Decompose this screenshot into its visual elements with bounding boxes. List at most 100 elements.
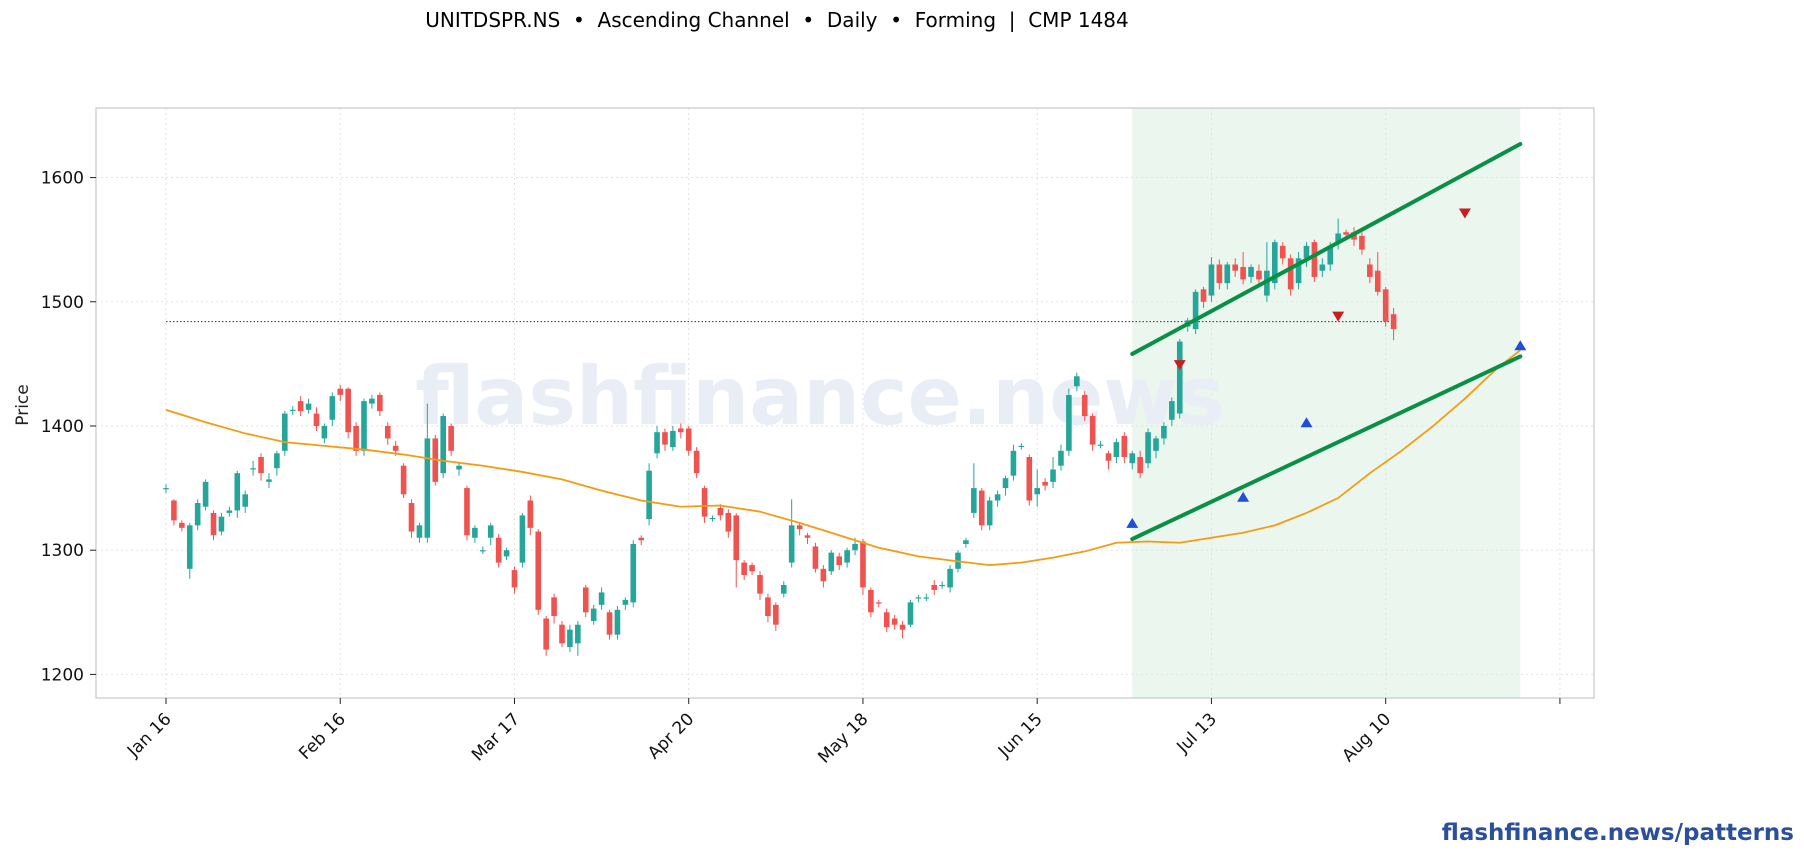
- candle: [1018, 443, 1025, 450]
- candle-body: [297, 401, 304, 412]
- swing-low-marker: [1237, 491, 1250, 502]
- candle: [258, 453, 264, 481]
- candle-body: [226, 510, 233, 513]
- candle: [1113, 438, 1120, 464]
- candle-body: [836, 556, 842, 566]
- candle: [487, 522, 494, 546]
- swing-high-marker: [1332, 311, 1345, 322]
- candle: [1097, 440, 1104, 449]
- candle: [575, 620, 581, 656]
- candle-body: [258, 457, 264, 474]
- candle: [662, 428, 668, 451]
- candle: [1002, 475, 1009, 496]
- candle-body: [353, 425, 359, 451]
- candle: [899, 620, 906, 639]
- candle-body: [202, 481, 209, 507]
- candle-body: [994, 494, 1001, 501]
- candle-body: [1248, 266, 1254, 277]
- candle: [543, 616, 549, 656]
- candle: [1081, 391, 1088, 422]
- candle-body: [820, 568, 827, 582]
- candle-body: [511, 570, 518, 588]
- candle: [709, 515, 716, 522]
- candle-body: [179, 522, 185, 528]
- candle: [606, 609, 613, 640]
- candle-body: [1010, 450, 1017, 476]
- candle: [630, 540, 637, 608]
- candle-body: [527, 500, 534, 528]
- candle-body: [891, 618, 898, 625]
- candle: [171, 499, 177, 526]
- candle-body: [1121, 435, 1128, 458]
- candle-body: [1034, 488, 1040, 495]
- candle-body: [218, 516, 225, 532]
- candle: [186, 522, 193, 579]
- candle: [828, 550, 835, 576]
- candle-body: [1042, 481, 1048, 486]
- candle-body: [860, 541, 866, 588]
- candle-body: [788, 525, 795, 563]
- x-tick-label: Jun 15: [994, 709, 1047, 762]
- candle: [464, 485, 470, 541]
- candle: [812, 542, 819, 573]
- candle-body: [947, 568, 953, 588]
- candle-body: [250, 468, 256, 470]
- candle: [210, 510, 217, 541]
- candle: [1153, 435, 1159, 459]
- candle: [163, 484, 169, 494]
- candle-body: [614, 609, 621, 635]
- channel-upper-line: [1130, 142, 1523, 356]
- candle: [923, 593, 930, 602]
- chart-title: UNITDSPR.NS • Ascending Channel • Daily …: [425, 8, 1129, 32]
- candle: [693, 447, 700, 479]
- candle-body: [812, 546, 819, 569]
- x-tick-label: Aug 10: [1338, 709, 1395, 766]
- candle-body: [464, 488, 470, 536]
- candle: [1272, 239, 1278, 290]
- moving-average: [165, 349, 1521, 566]
- candle: [329, 392, 336, 426]
- candle: [1200, 286, 1207, 308]
- candle: [773, 602, 779, 631]
- candle: [535, 529, 542, 615]
- candle: [1382, 286, 1389, 327]
- candle: [1295, 252, 1302, 290]
- candle: [1216, 259, 1223, 290]
- candle: [424, 403, 431, 543]
- candle-body: [590, 608, 597, 621]
- candle: [345, 387, 351, 439]
- candle-body: [1287, 258, 1294, 290]
- pattern-zone: [1132, 108, 1521, 698]
- candle: [1279, 242, 1286, 265]
- candle-body: [1359, 235, 1365, 250]
- candle: [1248, 264, 1254, 284]
- candle: [590, 604, 597, 625]
- candle-body: [503, 550, 510, 557]
- grid: [96, 108, 1594, 698]
- candle-body: [194, 502, 201, 526]
- candle-body: [305, 403, 312, 410]
- candle: [820, 565, 827, 588]
- candle-body: [345, 388, 351, 433]
- pattern-zone-rect: [1132, 108, 1521, 698]
- candle-body: [289, 409, 296, 412]
- candle: [971, 463, 977, 518]
- candle: [1319, 258, 1326, 277]
- candle: [701, 485, 708, 523]
- candle-body: [1192, 291, 1199, 330]
- candle: [1145, 428, 1151, 469]
- candle-body: [1319, 264, 1326, 271]
- plot-frame: [95, 107, 1595, 699]
- footer-link[interactable]: flashfinance.news/patterns: [1441, 820, 1794, 846]
- candle-body: [495, 537, 502, 563]
- candle: [1311, 239, 1318, 282]
- y-tick-label: 1600: [41, 169, 84, 189]
- y-tick-label: 1400: [41, 417, 84, 437]
- candle-body: [543, 618, 549, 650]
- watermark: flashfinance.news: [415, 350, 1225, 443]
- candle-body: [709, 517, 716, 520]
- candle-body: [519, 515, 526, 563]
- pivot-markers: [1126, 208, 1527, 528]
- candle-body: [369, 398, 375, 404]
- candle-body: [582, 587, 589, 613]
